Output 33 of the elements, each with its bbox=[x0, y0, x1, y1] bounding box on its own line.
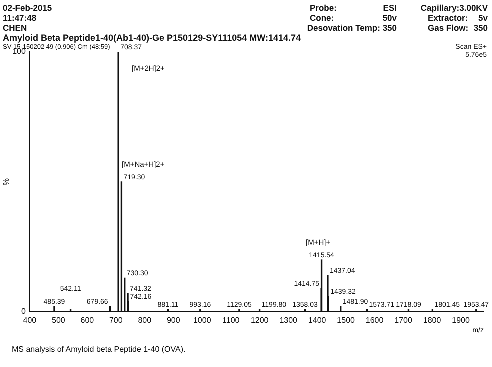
x-tick-label: 1000 bbox=[193, 316, 212, 326]
text: 350 bbox=[474, 23, 488, 33]
x-tick-label: 1700 bbox=[394, 316, 413, 326]
x-tick-label: 1800 bbox=[423, 316, 442, 326]
chart-title: Amyloid Beta Peptide1-40(Ab1-40)-Ge P150129-SY111054 MW:1414.74 bbox=[3, 33, 301, 43]
x-tick-label: 900 bbox=[166, 316, 181, 326]
x-tick-label: 700 bbox=[109, 316, 124, 326]
x-tick-label: 1400 bbox=[308, 316, 327, 326]
x-tick-label: 400 bbox=[23, 316, 38, 326]
text: Cone: bbox=[310, 13, 334, 23]
text: 50v bbox=[382, 13, 397, 23]
text: MS analysis of Amyloid beta Peptide 1-40 (OVA). bbox=[12, 345, 186, 354]
x-tick-label: 1300 bbox=[280, 316, 298, 326]
text: 02-Feb-2015 bbox=[3, 3, 52, 13]
x-tick-label: 1200 bbox=[250, 316, 270, 326]
text: 5v bbox=[478, 13, 488, 23]
text: Capillary:3.00KV bbox=[420, 3, 488, 13]
text: Extractor: bbox=[428, 13, 468, 23]
x-tick-label: 600 bbox=[80, 316, 95, 326]
x-tick-label: 1100 bbox=[222, 316, 240, 326]
text: 11:47:48 bbox=[3, 13, 37, 23]
y-tick-label: 0 bbox=[21, 307, 26, 316]
x-tick-label: 500 bbox=[52, 316, 66, 326]
text: ESI bbox=[383, 3, 397, 13]
text: CHEN bbox=[3, 23, 28, 33]
x-tick-label: 800 bbox=[138, 316, 152, 326]
x-tick-label: 1900 bbox=[452, 316, 470, 326]
text: Gas Flow: bbox=[428, 23, 469, 33]
x-tick-label: 1500 bbox=[337, 316, 356, 326]
y-axis-title: % bbox=[2, 178, 12, 186]
x-tick-label: 1600 bbox=[366, 316, 384, 326]
text: Probe: bbox=[310, 3, 337, 13]
text: Desovation Temp: 350 bbox=[307, 23, 397, 33]
